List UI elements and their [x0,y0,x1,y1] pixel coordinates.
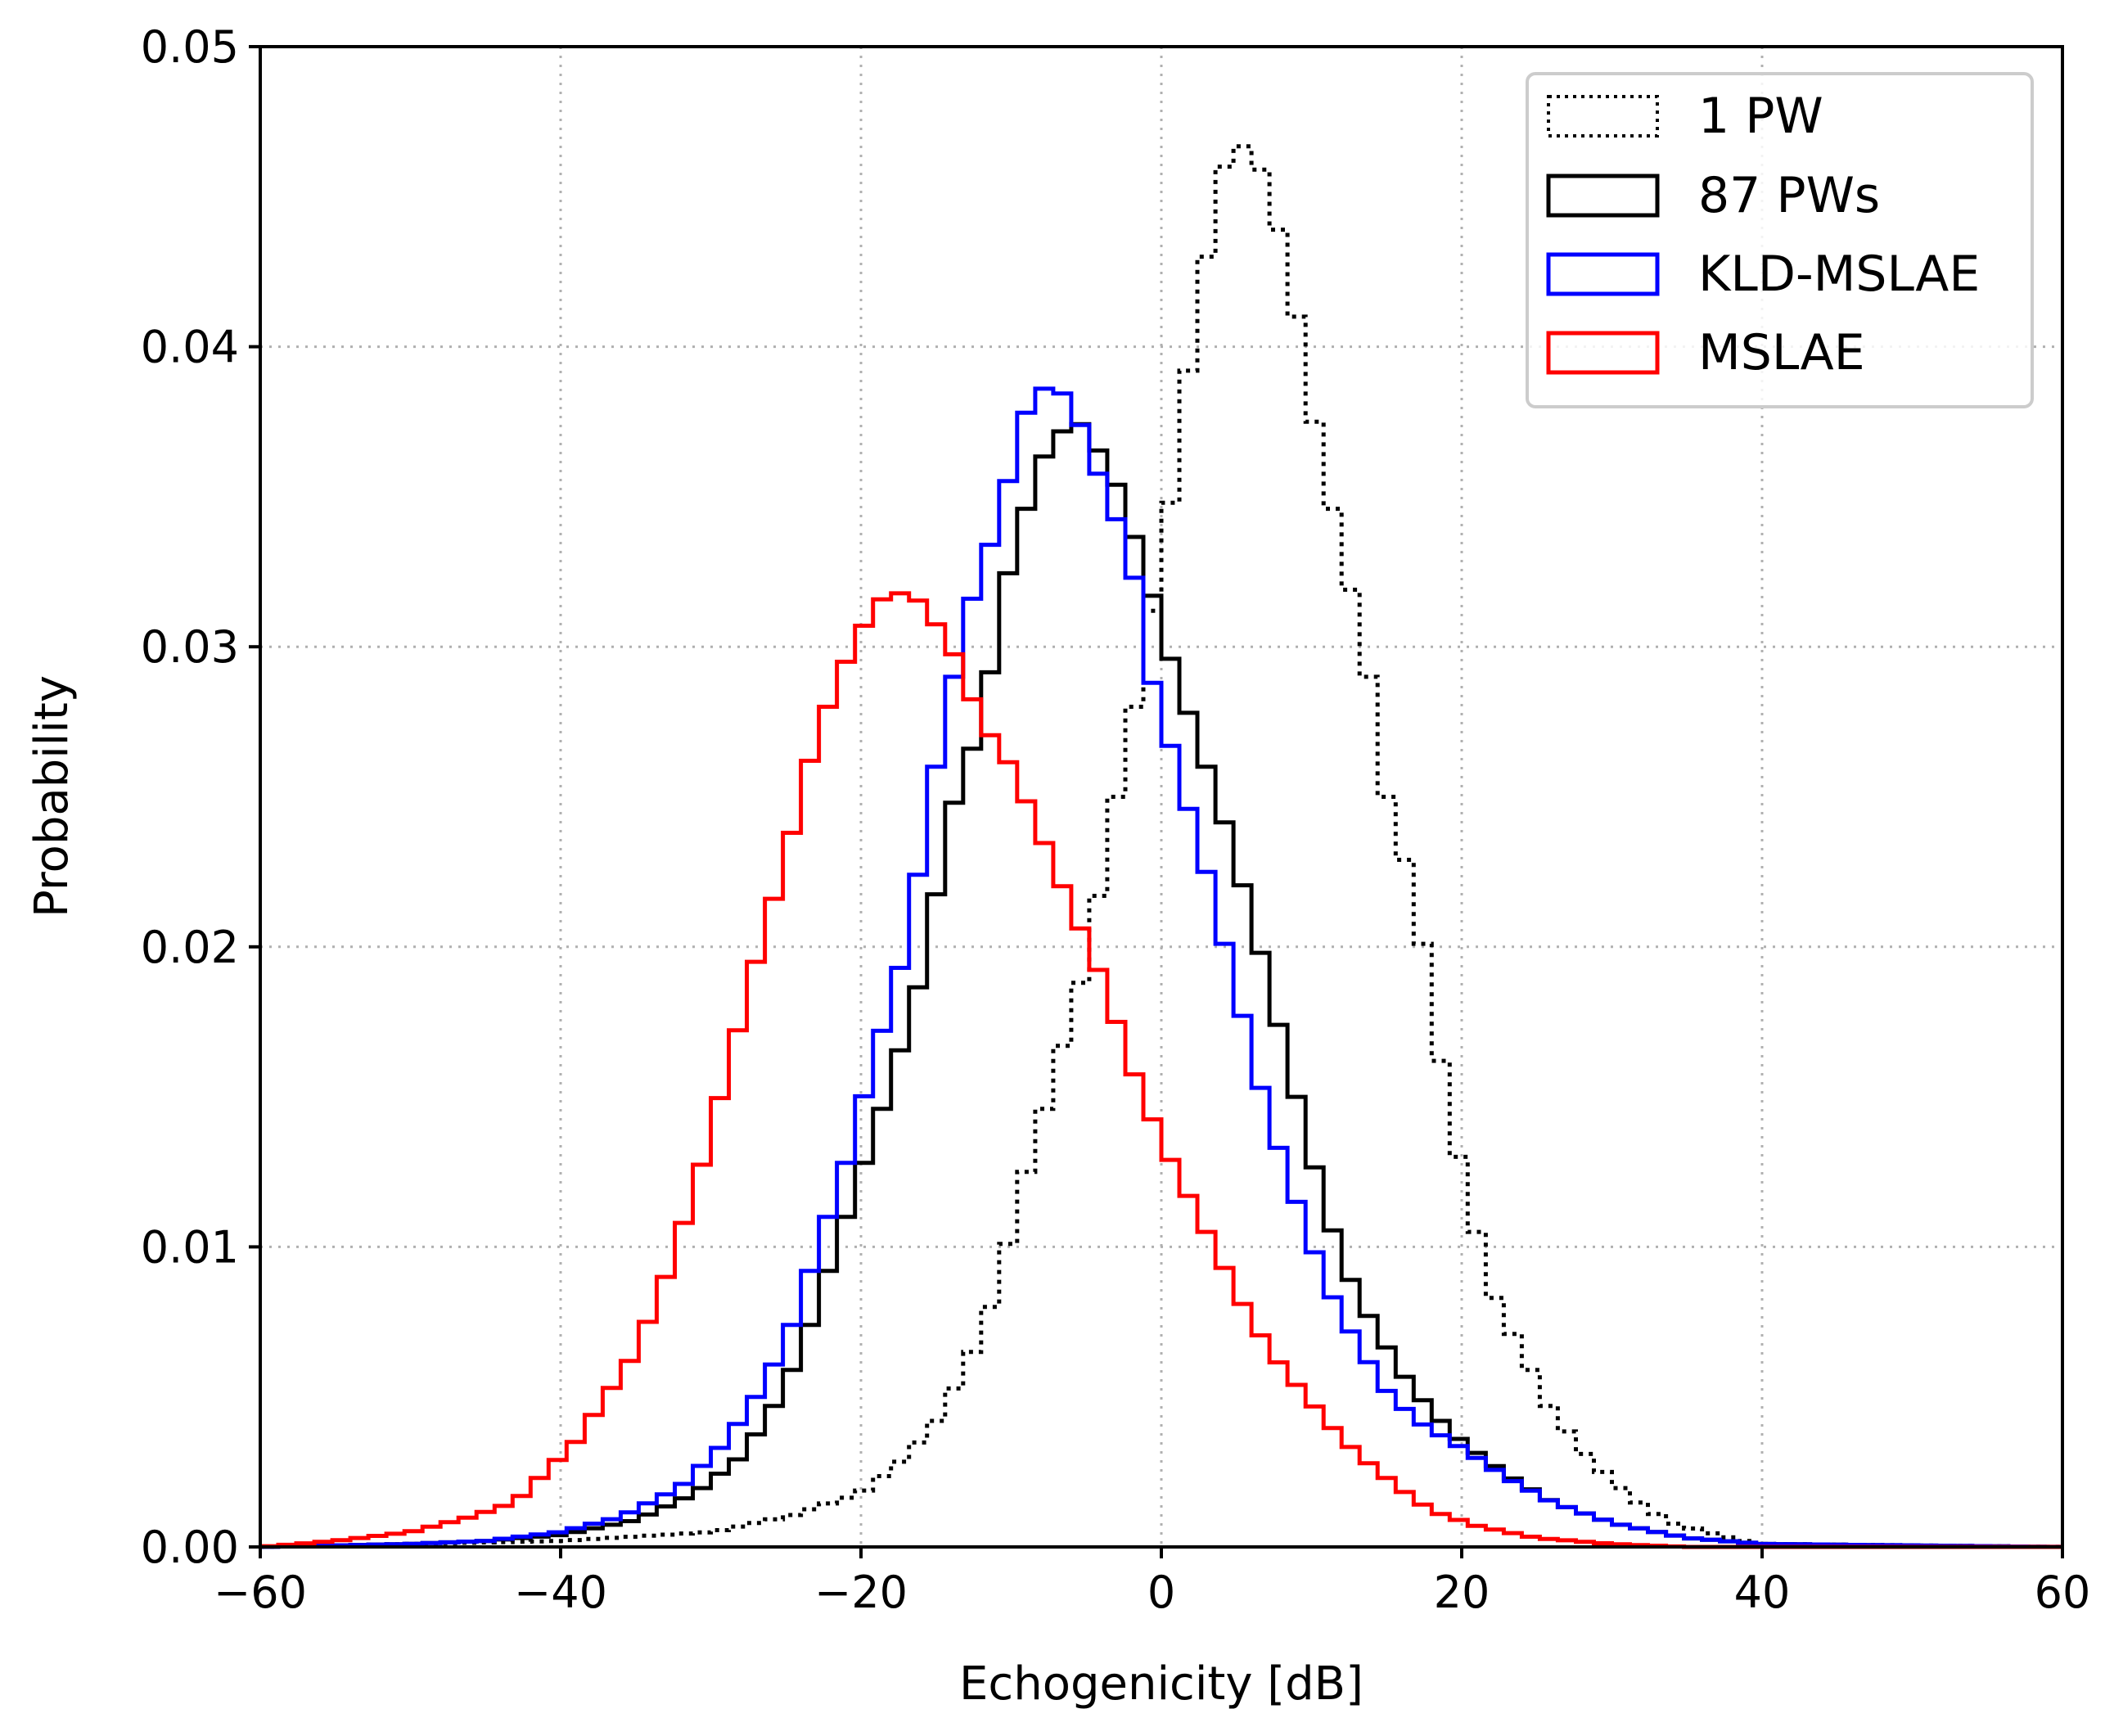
series-mslae [260,591,2062,1549]
legend-label-1pw: 1 PW [1698,88,1823,145]
axis-ticks: −60 −40 −20 0 20 40 60 0.00 0.01 0.02 0.03 0.04 0.05 [141,21,2091,1618]
legend-swatch-87pws [1546,174,1660,218]
y-tick-label: 0.03 [141,621,239,673]
x-tick-label: 40 [1734,1567,1791,1618]
y-tick-label: 0.00 [141,1522,239,1573]
y-tick-label: 0.02 [141,922,239,973]
legend: 1 PW 87 PWs KLD-MSLAE MSLAE [1526,72,2034,408]
legend-label-mslae: MSLAE [1698,324,1865,381]
legend-frame [1526,72,2034,408]
x-tick-label: −20 [814,1567,908,1618]
y-tick-label: 0.01 [141,1221,239,1273]
legend-swatch-mslae [1546,331,1660,375]
legend-label-kld-mslae: KLD-MSLAE [1698,246,1980,303]
series-kld-mslae [260,386,2062,1549]
x-axis-title: Echogenicity [dB] [959,1657,1364,1711]
x-tick-label: 20 [1434,1567,1490,1618]
y-axis-title: Probability [25,675,79,918]
x-tick-label: 60 [2035,1567,2091,1618]
legend-label-87pws: 87 PWs [1698,167,1880,224]
y-tick-label: 0.05 [141,21,239,73]
x-tick-label: 0 [1147,1567,1175,1618]
plot-series [260,144,2062,1549]
y-tick-label: 0.04 [141,322,239,373]
x-tick-label: −60 [214,1567,307,1618]
x-tick-label: −40 [514,1567,607,1618]
legend-swatch-kld-mslae [1546,252,1660,296]
